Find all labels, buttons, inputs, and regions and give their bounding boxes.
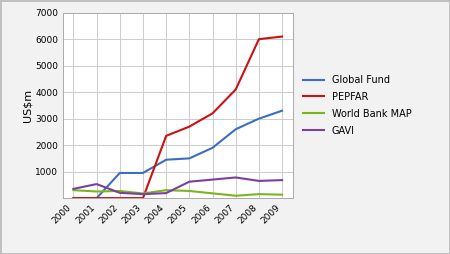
- Global Fund: [210, 146, 215, 149]
- PEPFAR: [163, 134, 169, 137]
- Legend: Global Fund, PEPFAR, World Bank MAP, GAVI: Global Fund, PEPFAR, World Bank MAP, GAV…: [300, 72, 414, 138]
- GAVI: [279, 179, 285, 182]
- PEPFAR: [187, 125, 192, 128]
- PEPFAR: [210, 112, 215, 115]
- World Bank MAP: [71, 189, 76, 192]
- GAVI: [187, 180, 192, 183]
- Global Fund: [117, 171, 122, 174]
- World Bank MAP: [233, 194, 238, 197]
- PEPFAR: [256, 38, 261, 41]
- GAVI: [140, 193, 146, 196]
- Y-axis label: US$m: US$m: [22, 89, 32, 122]
- GAVI: [163, 192, 169, 195]
- World Bank MAP: [256, 193, 261, 196]
- Global Fund: [94, 197, 99, 200]
- Line: GAVI: GAVI: [73, 178, 282, 194]
- Global Fund: [187, 157, 192, 160]
- PEPFAR: [140, 197, 146, 200]
- Line: Global Fund: Global Fund: [73, 111, 282, 198]
- GAVI: [71, 187, 76, 190]
- World Bank MAP: [210, 192, 215, 195]
- Global Fund: [279, 109, 285, 112]
- World Bank MAP: [94, 190, 99, 193]
- World Bank MAP: [140, 192, 146, 195]
- World Bank MAP: [117, 189, 122, 193]
- PEPFAR: [94, 197, 99, 200]
- Line: World Bank MAP: World Bank MAP: [73, 190, 282, 196]
- PEPFAR: [71, 197, 76, 200]
- Global Fund: [233, 128, 238, 131]
- World Bank MAP: [279, 193, 285, 196]
- PEPFAR: [117, 197, 122, 200]
- GAVI: [94, 183, 99, 186]
- Global Fund: [71, 197, 76, 200]
- Global Fund: [140, 171, 146, 174]
- Global Fund: [163, 158, 169, 161]
- Line: PEPFAR: PEPFAR: [73, 37, 282, 198]
- PEPFAR: [233, 88, 238, 91]
- World Bank MAP: [187, 189, 192, 193]
- PEPFAR: [279, 35, 285, 38]
- GAVI: [256, 179, 261, 182]
- World Bank MAP: [163, 189, 169, 192]
- GAVI: [210, 178, 215, 181]
- Global Fund: [256, 117, 261, 120]
- GAVI: [117, 191, 122, 194]
- GAVI: [233, 176, 238, 179]
